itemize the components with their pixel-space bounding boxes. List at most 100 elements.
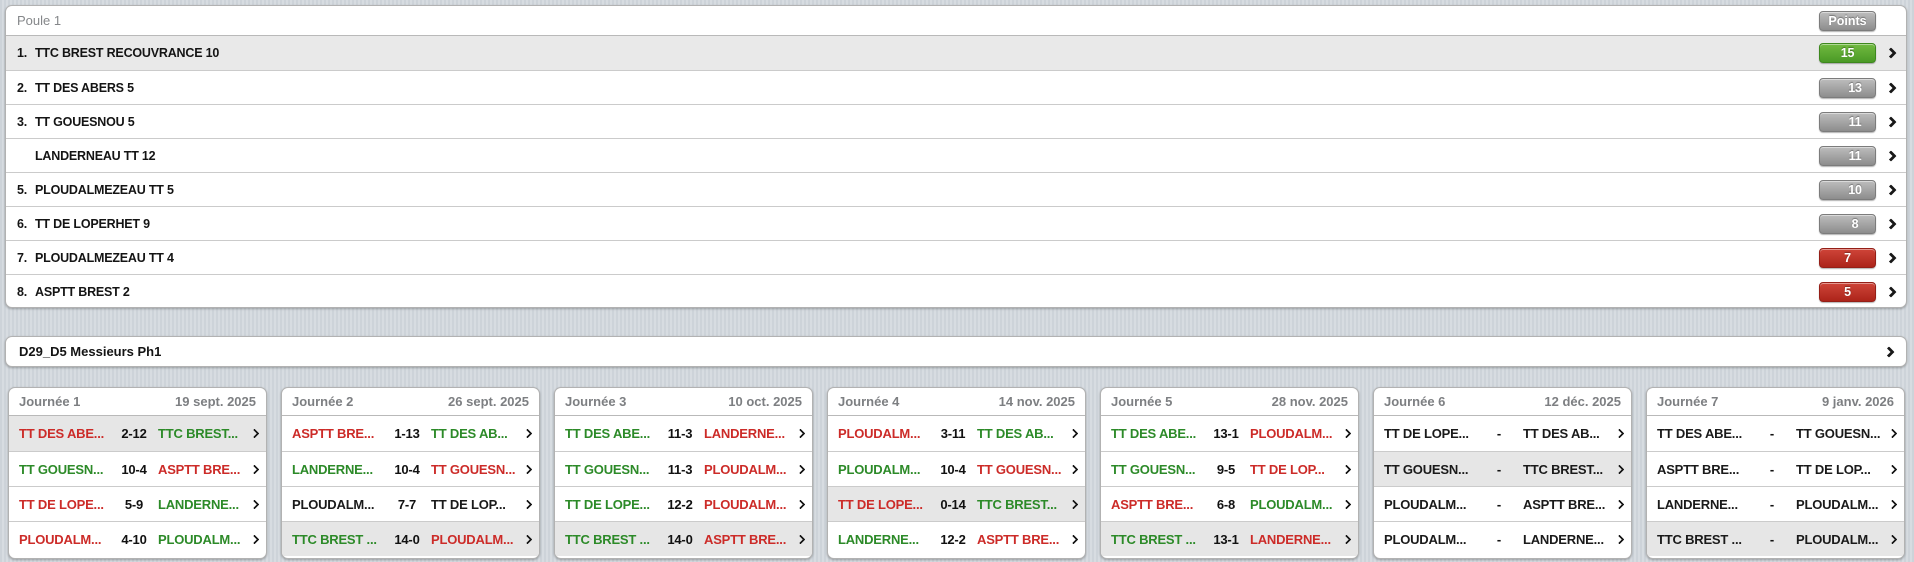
- home-team-name: TT DES ABE...: [19, 426, 105, 441]
- match-row[interactable]: TT DE LOPE... 5-9 LANDERNE...: [9, 486, 266, 521]
- away-team-name: ASPTT BRE...: [1523, 496, 1606, 512]
- away-team-name: ASPTT BRE...: [977, 531, 1060, 547]
- points-badge: 11: [1819, 145, 1876, 166]
- away-team-name: TT GOUESN...: [431, 461, 516, 477]
- match-row[interactable]: LANDERNE... 12-2 ASPTT BRE...: [828, 521, 1085, 556]
- home-team-name: PLOUDALM...: [292, 496, 375, 512]
- home-team-name: TTC BREST ...: [565, 531, 650, 547]
- standings-row[interactable]: 2. TT DES ABERS 5 13: [6, 70, 1906, 104]
- home-team-name: PLOUDALM...: [19, 531, 102, 547]
- round-date: 19 sept. 2025: [175, 394, 256, 409]
- match-row[interactable]: TTC BREST ... 13-1 LANDERNE...: [1101, 521, 1358, 556]
- match-score: 11-3: [667, 461, 693, 477]
- standings-rows: 1. TTC BREST RECOUVRANCE 10 15 2. TT DES ABE…: [6, 36, 1906, 307]
- home-team-name: PLOUDALM...: [838, 426, 921, 441]
- match-row[interactable]: TT DES ABE... - TT GOUESN...: [1647, 416, 1904, 451]
- away-team-name: TT GOUESN...: [977, 461, 1062, 477]
- match-row[interactable]: ASPTT BRE... 1-13 TT DES AB...: [282, 416, 539, 451]
- standings-row[interactable]: LANDERNEAU TT 12 11: [6, 138, 1906, 172]
- round-header: Journée 6 12 déc. 2025: [1374, 388, 1631, 416]
- home-team-name: LANDERNE...: [1657, 496, 1738, 512]
- standings-row[interactable]: 1. TTC BREST RECOUVRANCE 10 15: [6, 36, 1906, 70]
- match-row[interactable]: PLOUDALM... 10-4 TT GOUESN...: [828, 451, 1085, 486]
- standings-row[interactable]: 7. PLOUDALMEZEAU TT 4 7: [6, 240, 1906, 274]
- round-header: Journée 2 26 sept. 2025: [282, 388, 539, 416]
- chevron-right-icon: [1341, 428, 1352, 439]
- match-row[interactable]: PLOUDALM... - LANDERNE...: [1374, 521, 1631, 556]
- match-score: 7-7: [397, 496, 417, 512]
- standings-row[interactable]: 5. PLOUDALMEZEAU TT 5 10: [6, 172, 1906, 206]
- chevron-right-icon: [1887, 428, 1898, 439]
- chevron-right-icon: [795, 464, 806, 474]
- home-team-name: LANDERNE...: [292, 461, 373, 477]
- match-row[interactable]: PLOUDALM... 3-11 TT DES AB...: [828, 416, 1085, 451]
- rank-number: 3.: [17, 114, 28, 129]
- home-team-name: TT DE LOPE...: [838, 496, 923, 512]
- match-row[interactable]: LANDERNE... - PLOUDALM...: [1647, 486, 1904, 521]
- chevron-right-icon: [1614, 464, 1625, 474]
- home-team-name: TT DES ABE...: [565, 426, 651, 441]
- rank-number: 8.: [17, 284, 28, 299]
- chevron-right-icon: [1068, 534, 1079, 544]
- home-team-name: TT GOUESN...: [19, 461, 104, 477]
- chevron-right-icon: [1068, 428, 1079, 439]
- standings-row[interactable]: 3. TT GOUESNOU 5 11: [6, 104, 1906, 138]
- chevron-right-icon: [1885, 81, 1897, 94]
- home-team-name: TT GOUESN...: [1111, 461, 1196, 477]
- away-team-name: TT DES AB...: [431, 426, 508, 441]
- match-row[interactable]: TTC BREST ... - PLOUDALM...: [1647, 521, 1904, 556]
- home-team-name: TTC BREST ...: [292, 531, 377, 547]
- chevron-right-icon: [1883, 345, 1895, 358]
- match-row[interactable]: TT DES ABE... 11-3 LANDERNE...: [555, 416, 812, 451]
- match-score: -: [1496, 531, 1502, 547]
- match-score: 5-9: [124, 496, 144, 512]
- chevron-right-icon: [249, 464, 260, 474]
- round-card: Journée 5 28 nov. 2025 TT DES ABE... 13-1 PL…: [1100, 387, 1359, 559]
- match-row[interactable]: ASPTT BRE... 6-8 PLOUDALM...: [1101, 486, 1358, 521]
- standings-row[interactable]: 6. TT DE LOPERHET 9 8: [6, 206, 1906, 240]
- round-card: Journée 1 19 sept. 2025 TT DES ABE... 2-12 T…: [8, 387, 267, 559]
- chevron-right-icon: [1885, 251, 1897, 264]
- match-score: 14-0: [394, 531, 420, 547]
- rank-number: 2.: [17, 80, 28, 95]
- match-row[interactable]: LANDERNE... 10-4 TT GOUESN...: [282, 451, 539, 486]
- match-row[interactable]: ASPTT BRE... - TT DE LOP...: [1647, 451, 1904, 486]
- round-card: Journée 4 14 nov. 2025 PLOUDALM... 3-11 TT D…: [827, 387, 1086, 559]
- match-row[interactable]: PLOUDALM... 4-10 PLOUDALM...: [9, 521, 266, 556]
- match-row[interactable]: PLOUDALM... 7-7 TT DE LOP...: [282, 486, 539, 521]
- chevron-right-icon: [1614, 534, 1625, 544]
- chevron-right-icon: [1341, 534, 1352, 544]
- match-score: -: [1496, 496, 1502, 512]
- match-row[interactable]: TT DE LOPE... 12-2 PLOUDALM...: [555, 486, 812, 521]
- league-row[interactable]: D29_D5 Messieurs Ph1: [5, 336, 1907, 367]
- chevron-right-icon: [1887, 534, 1898, 544]
- match-row[interactable]: TT GOUESN... 10-4 ASPTT BRE...: [9, 451, 266, 486]
- match-row[interactable]: TT DES ABE... 13-1 PLOUDALM...: [1101, 416, 1358, 451]
- home-team-name: TT GOUESN...: [565, 461, 650, 477]
- match-row[interactable]: PLOUDALM... - ASPTT BRE...: [1374, 486, 1631, 521]
- chevron-right-icon: [249, 499, 260, 509]
- away-team-name: TT DES AB...: [977, 426, 1054, 441]
- chevron-right-icon: [795, 534, 806, 544]
- match-score: 3-11: [940, 426, 966, 441]
- chevron-right-icon: [522, 428, 533, 439]
- match-row[interactable]: TT DE LOPE... 0-14 TTC BREST...: [828, 486, 1085, 521]
- match-row[interactable]: TT DES ABE... 2-12 TTC BREST...: [9, 416, 266, 451]
- match-row[interactable]: TTC BREST ... 14-0 ASPTT BRE...: [555, 521, 812, 556]
- chevron-right-icon: [1885, 149, 1897, 162]
- match-row[interactable]: TT GOUESN... - TTC BREST...: [1374, 451, 1631, 486]
- match-score: 6-8: [1216, 496, 1236, 512]
- round-header: Journée 1 19 sept. 2025: [9, 388, 266, 416]
- match-row[interactable]: TTC BREST ... 14-0 PLOUDALM...: [282, 521, 539, 556]
- chevron-right-icon: [1887, 499, 1898, 509]
- match-row[interactable]: TT DE LOPE... - TT DES AB...: [1374, 416, 1631, 451]
- match-row[interactable]: TT GOUESN... 9-5 TT DE LOP...: [1101, 451, 1358, 486]
- away-team-name: PLOUDALM...: [1796, 496, 1879, 512]
- away-team-name: PLOUDALM...: [158, 531, 241, 547]
- match-row[interactable]: TT GOUESN... 11-3 PLOUDALM...: [555, 451, 812, 486]
- round-date: 10 oct. 2025: [728, 394, 802, 409]
- chevron-right-icon: [522, 464, 533, 474]
- chevron-right-icon: [522, 499, 533, 509]
- standings-row[interactable]: 8. ASPTT BREST 2 5: [6, 274, 1906, 307]
- chevron-right-icon: [249, 534, 260, 544]
